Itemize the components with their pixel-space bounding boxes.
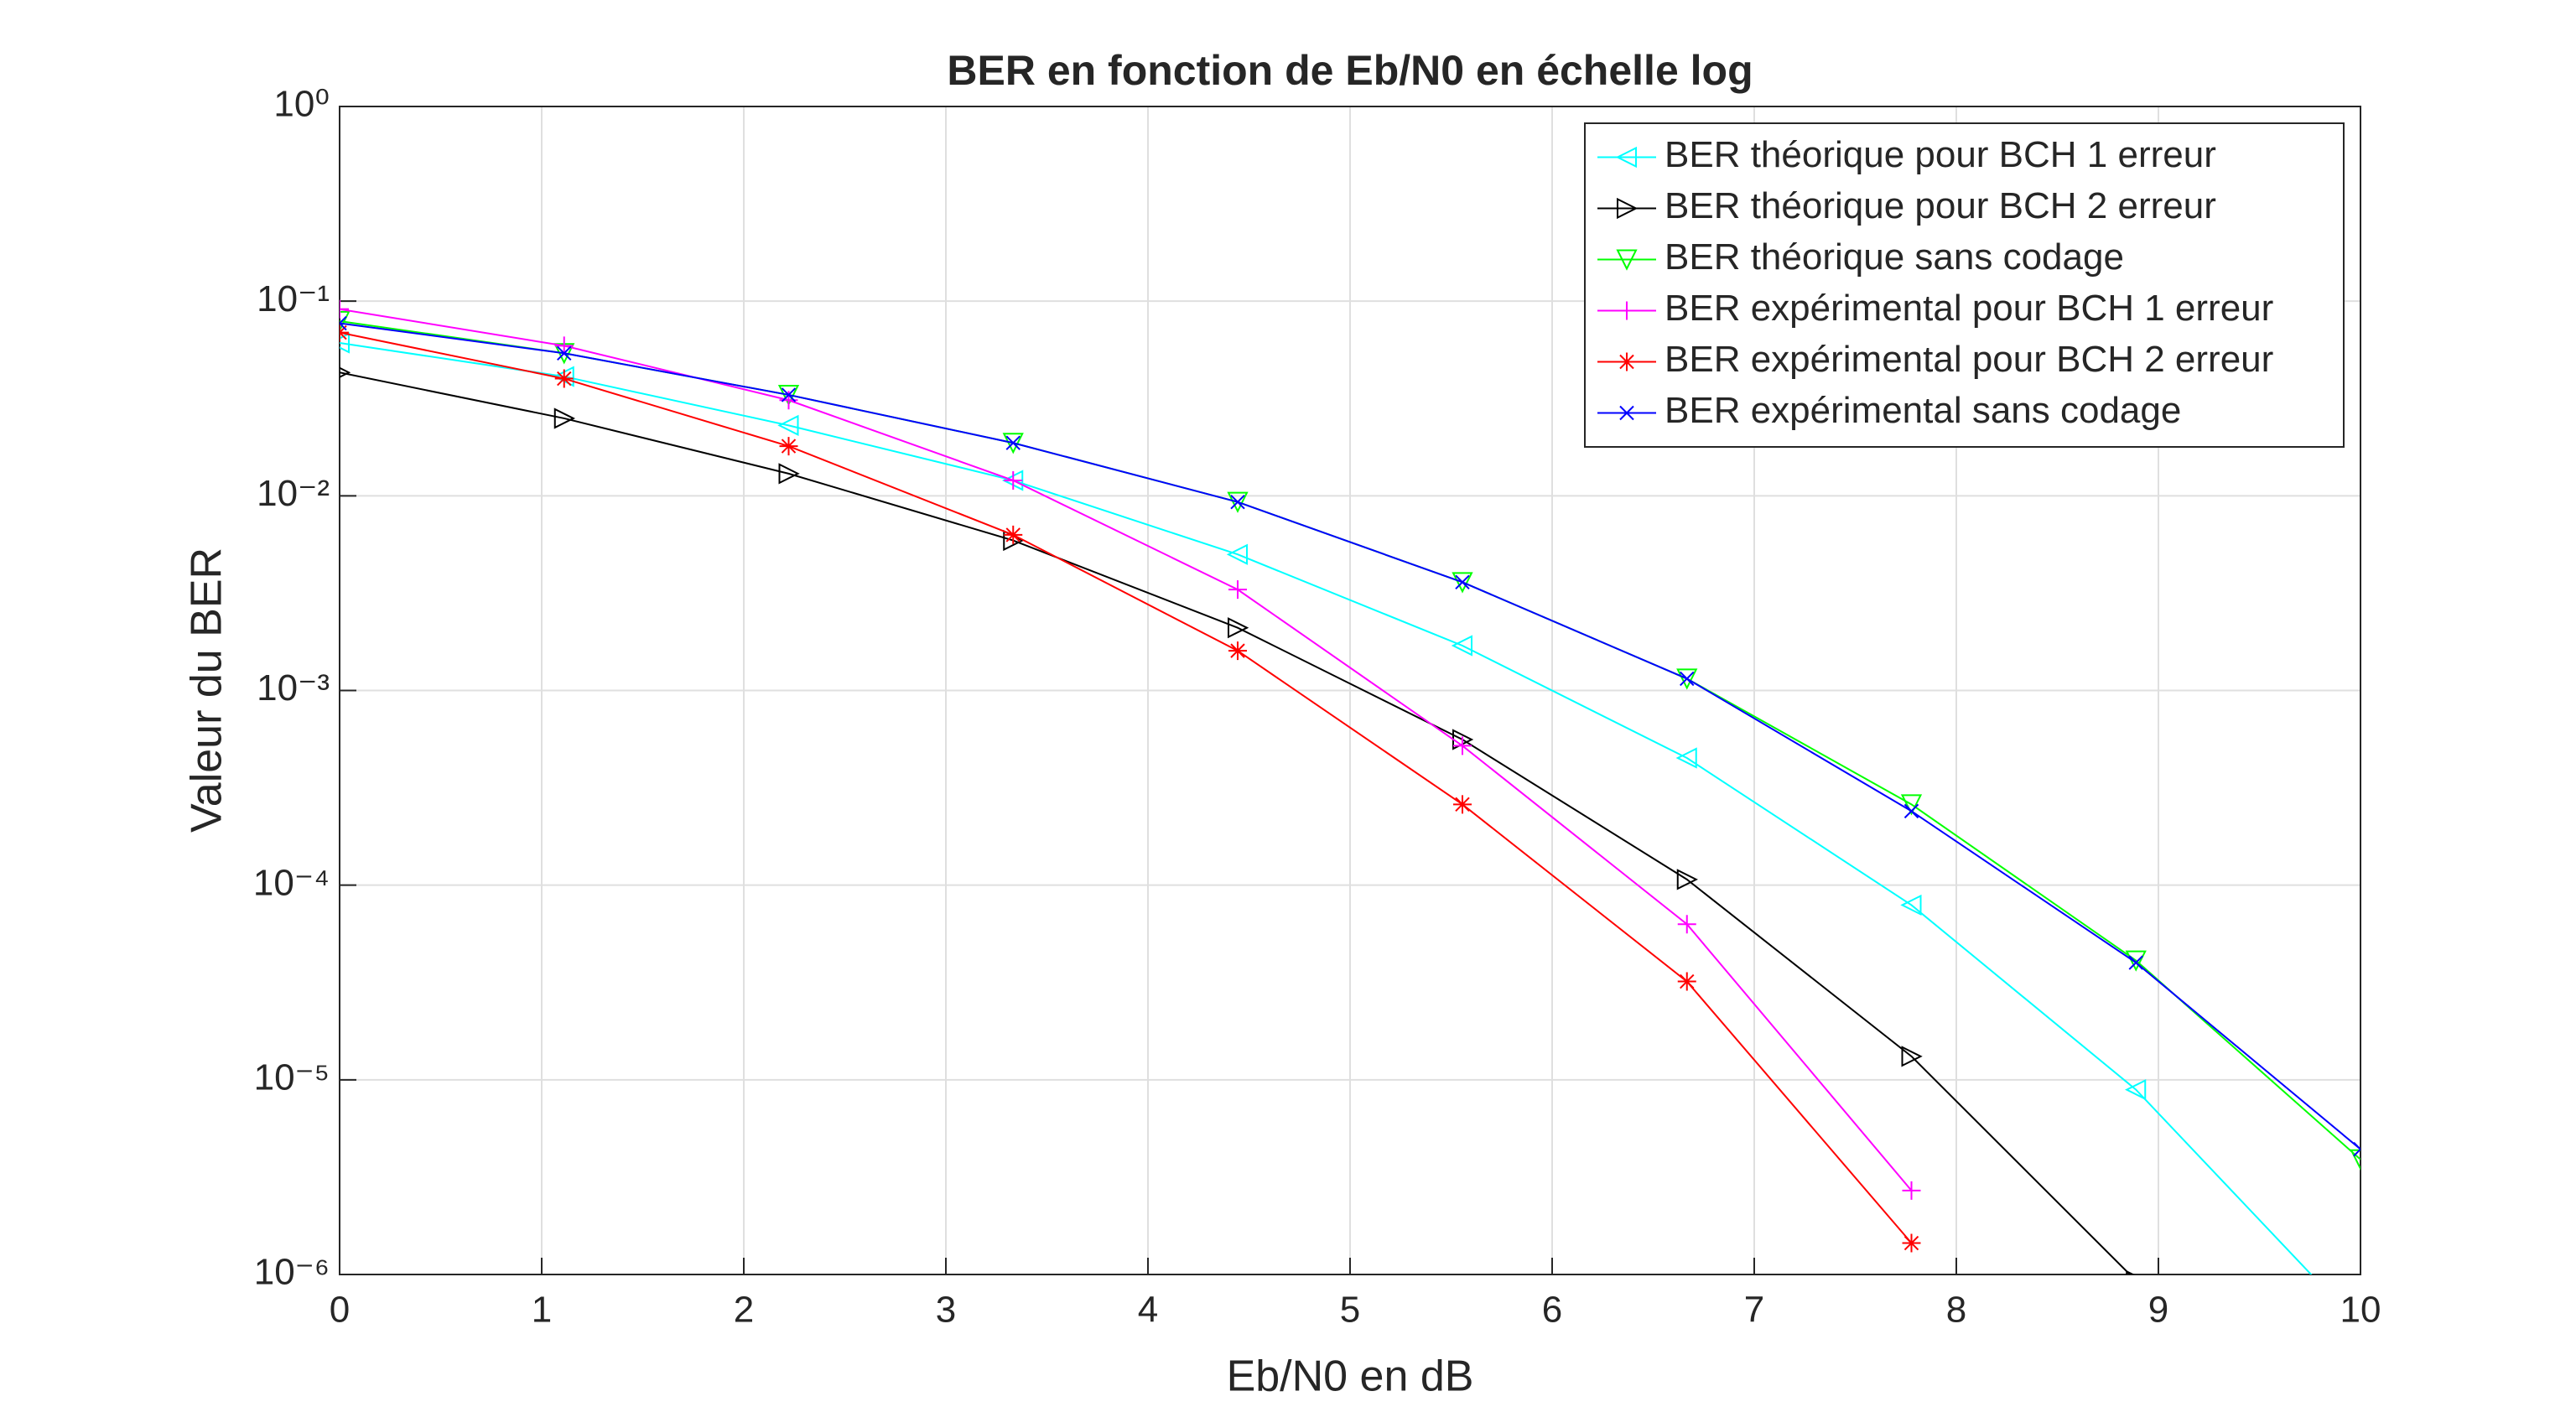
x-tick-label: 0 bbox=[330, 1290, 350, 1331]
x-tick-label: 10 bbox=[2340, 1290, 2381, 1331]
series-marker bbox=[1902, 1181, 1921, 1200]
y-tick-label: 10⁻³ bbox=[257, 667, 330, 709]
legend-marker bbox=[1618, 352, 1636, 371]
series-marker bbox=[553, 408, 575, 429]
series-marker bbox=[1453, 795, 1472, 814]
legend-label: BER expérimental pour BCH 1 erreur bbox=[1665, 288, 2273, 329]
series-marker bbox=[1005, 435, 1021, 450]
series-marker bbox=[1228, 641, 1247, 661]
series-marker bbox=[2350, 1149, 2360, 1171]
y-tick-label: 10⁰ bbox=[273, 84, 330, 125]
series-marker bbox=[2128, 955, 2143, 970]
x-tick-label: 5 bbox=[1340, 1290, 1360, 1331]
y-tick-label: 10⁻² bbox=[257, 473, 330, 514]
legend-label: BER théorique pour BCH 2 erreur bbox=[1665, 185, 2216, 226]
x-tick-label: 2 bbox=[734, 1290, 754, 1331]
y-axis-label: Valeur du BER bbox=[183, 548, 231, 833]
legend-label: BER théorique sans codage bbox=[1665, 236, 2124, 278]
series-line bbox=[340, 342, 2313, 1274]
legend-marker bbox=[1618, 301, 1636, 320]
series-marker bbox=[1002, 433, 1024, 454]
series-marker bbox=[1230, 494, 1245, 510]
series-marker bbox=[781, 387, 797, 402]
series-line bbox=[340, 308, 1913, 1191]
legend-label: BER expérimental pour BCH 2 erreur bbox=[1665, 339, 2273, 380]
series-marker bbox=[2125, 950, 2147, 972]
x-tick-label: 8 bbox=[1946, 1290, 1966, 1331]
series-marker bbox=[1677, 915, 1696, 934]
series-marker bbox=[340, 299, 349, 319]
y-tick-label: 10⁻⁴ bbox=[253, 862, 330, 903]
series-marker bbox=[1680, 671, 1695, 687]
legend-marker bbox=[1617, 197, 1639, 220]
chart-title: BER en fonction de Eb/N0 en échelle log bbox=[947, 47, 1753, 94]
series-marker bbox=[340, 310, 351, 333]
legend-label: BER expérimental sans codage bbox=[1665, 390, 2181, 431]
series-line bbox=[340, 322, 2360, 1150]
series-marker bbox=[1902, 1233, 1921, 1253]
series-marker bbox=[779, 437, 798, 456]
x-axis-label: Eb/N0 en dB bbox=[1227, 1352, 1474, 1401]
series-marker bbox=[1004, 525, 1023, 544]
series-marker bbox=[557, 345, 572, 361]
series-marker bbox=[1004, 470, 1023, 490]
series-marker bbox=[340, 315, 347, 331]
legend-box bbox=[1584, 122, 2345, 448]
series-marker bbox=[778, 463, 800, 485]
series-marker bbox=[1228, 580, 1247, 600]
series-marker bbox=[340, 323, 349, 342]
legend-label: BER théorique pour BCH 1 erreur bbox=[1665, 134, 2216, 175]
series-marker bbox=[2353, 1141, 2360, 1157]
series-marker bbox=[2125, 1078, 2147, 1101]
series-marker bbox=[1228, 617, 1249, 639]
series-marker bbox=[1677, 972, 1696, 991]
plot-frame bbox=[339, 106, 2361, 1275]
series-marker bbox=[1675, 747, 1697, 769]
series-marker bbox=[1452, 572, 1473, 594]
series-marker bbox=[1903, 803, 1919, 819]
x-tick-label: 1 bbox=[532, 1290, 552, 1331]
plot-series bbox=[340, 299, 2360, 1274]
series-line bbox=[340, 331, 1913, 1244]
legend-marker bbox=[1616, 249, 1638, 271]
legend-marker bbox=[1615, 146, 1637, 169]
series-marker bbox=[1226, 543, 1248, 565]
x-tick-label: 4 bbox=[1138, 1290, 1158, 1331]
series-marker bbox=[1900, 794, 1923, 816]
y-tick-label: 10⁻¹ bbox=[257, 278, 330, 319]
series-line bbox=[340, 371, 2132, 1274]
series-marker bbox=[777, 384, 800, 407]
legend-marker bbox=[1619, 405, 1634, 421]
series-marker bbox=[340, 332, 350, 354]
y-tick-label: 10⁻⁶ bbox=[254, 1252, 330, 1293]
series-marker bbox=[1451, 635, 1472, 657]
series-marker bbox=[1455, 574, 1470, 590]
series-marker bbox=[777, 414, 799, 436]
series-marker bbox=[1453, 736, 1472, 755]
series-marker bbox=[1676, 869, 1698, 890]
x-tick-label: 3 bbox=[936, 1290, 956, 1331]
y-tick-label: 10⁻⁵ bbox=[254, 1056, 330, 1098]
series-marker bbox=[1676, 668, 1698, 690]
x-tick-label: 9 bbox=[2148, 1290, 2168, 1331]
series-marker bbox=[554, 336, 574, 356]
series-marker bbox=[1900, 894, 1922, 916]
x-tick-label: 7 bbox=[1744, 1290, 1764, 1331]
x-tick-label: 6 bbox=[1542, 1290, 1562, 1331]
series-marker bbox=[554, 369, 574, 388]
series-marker bbox=[1227, 491, 1249, 513]
series-marker bbox=[1901, 1046, 1923, 1067]
